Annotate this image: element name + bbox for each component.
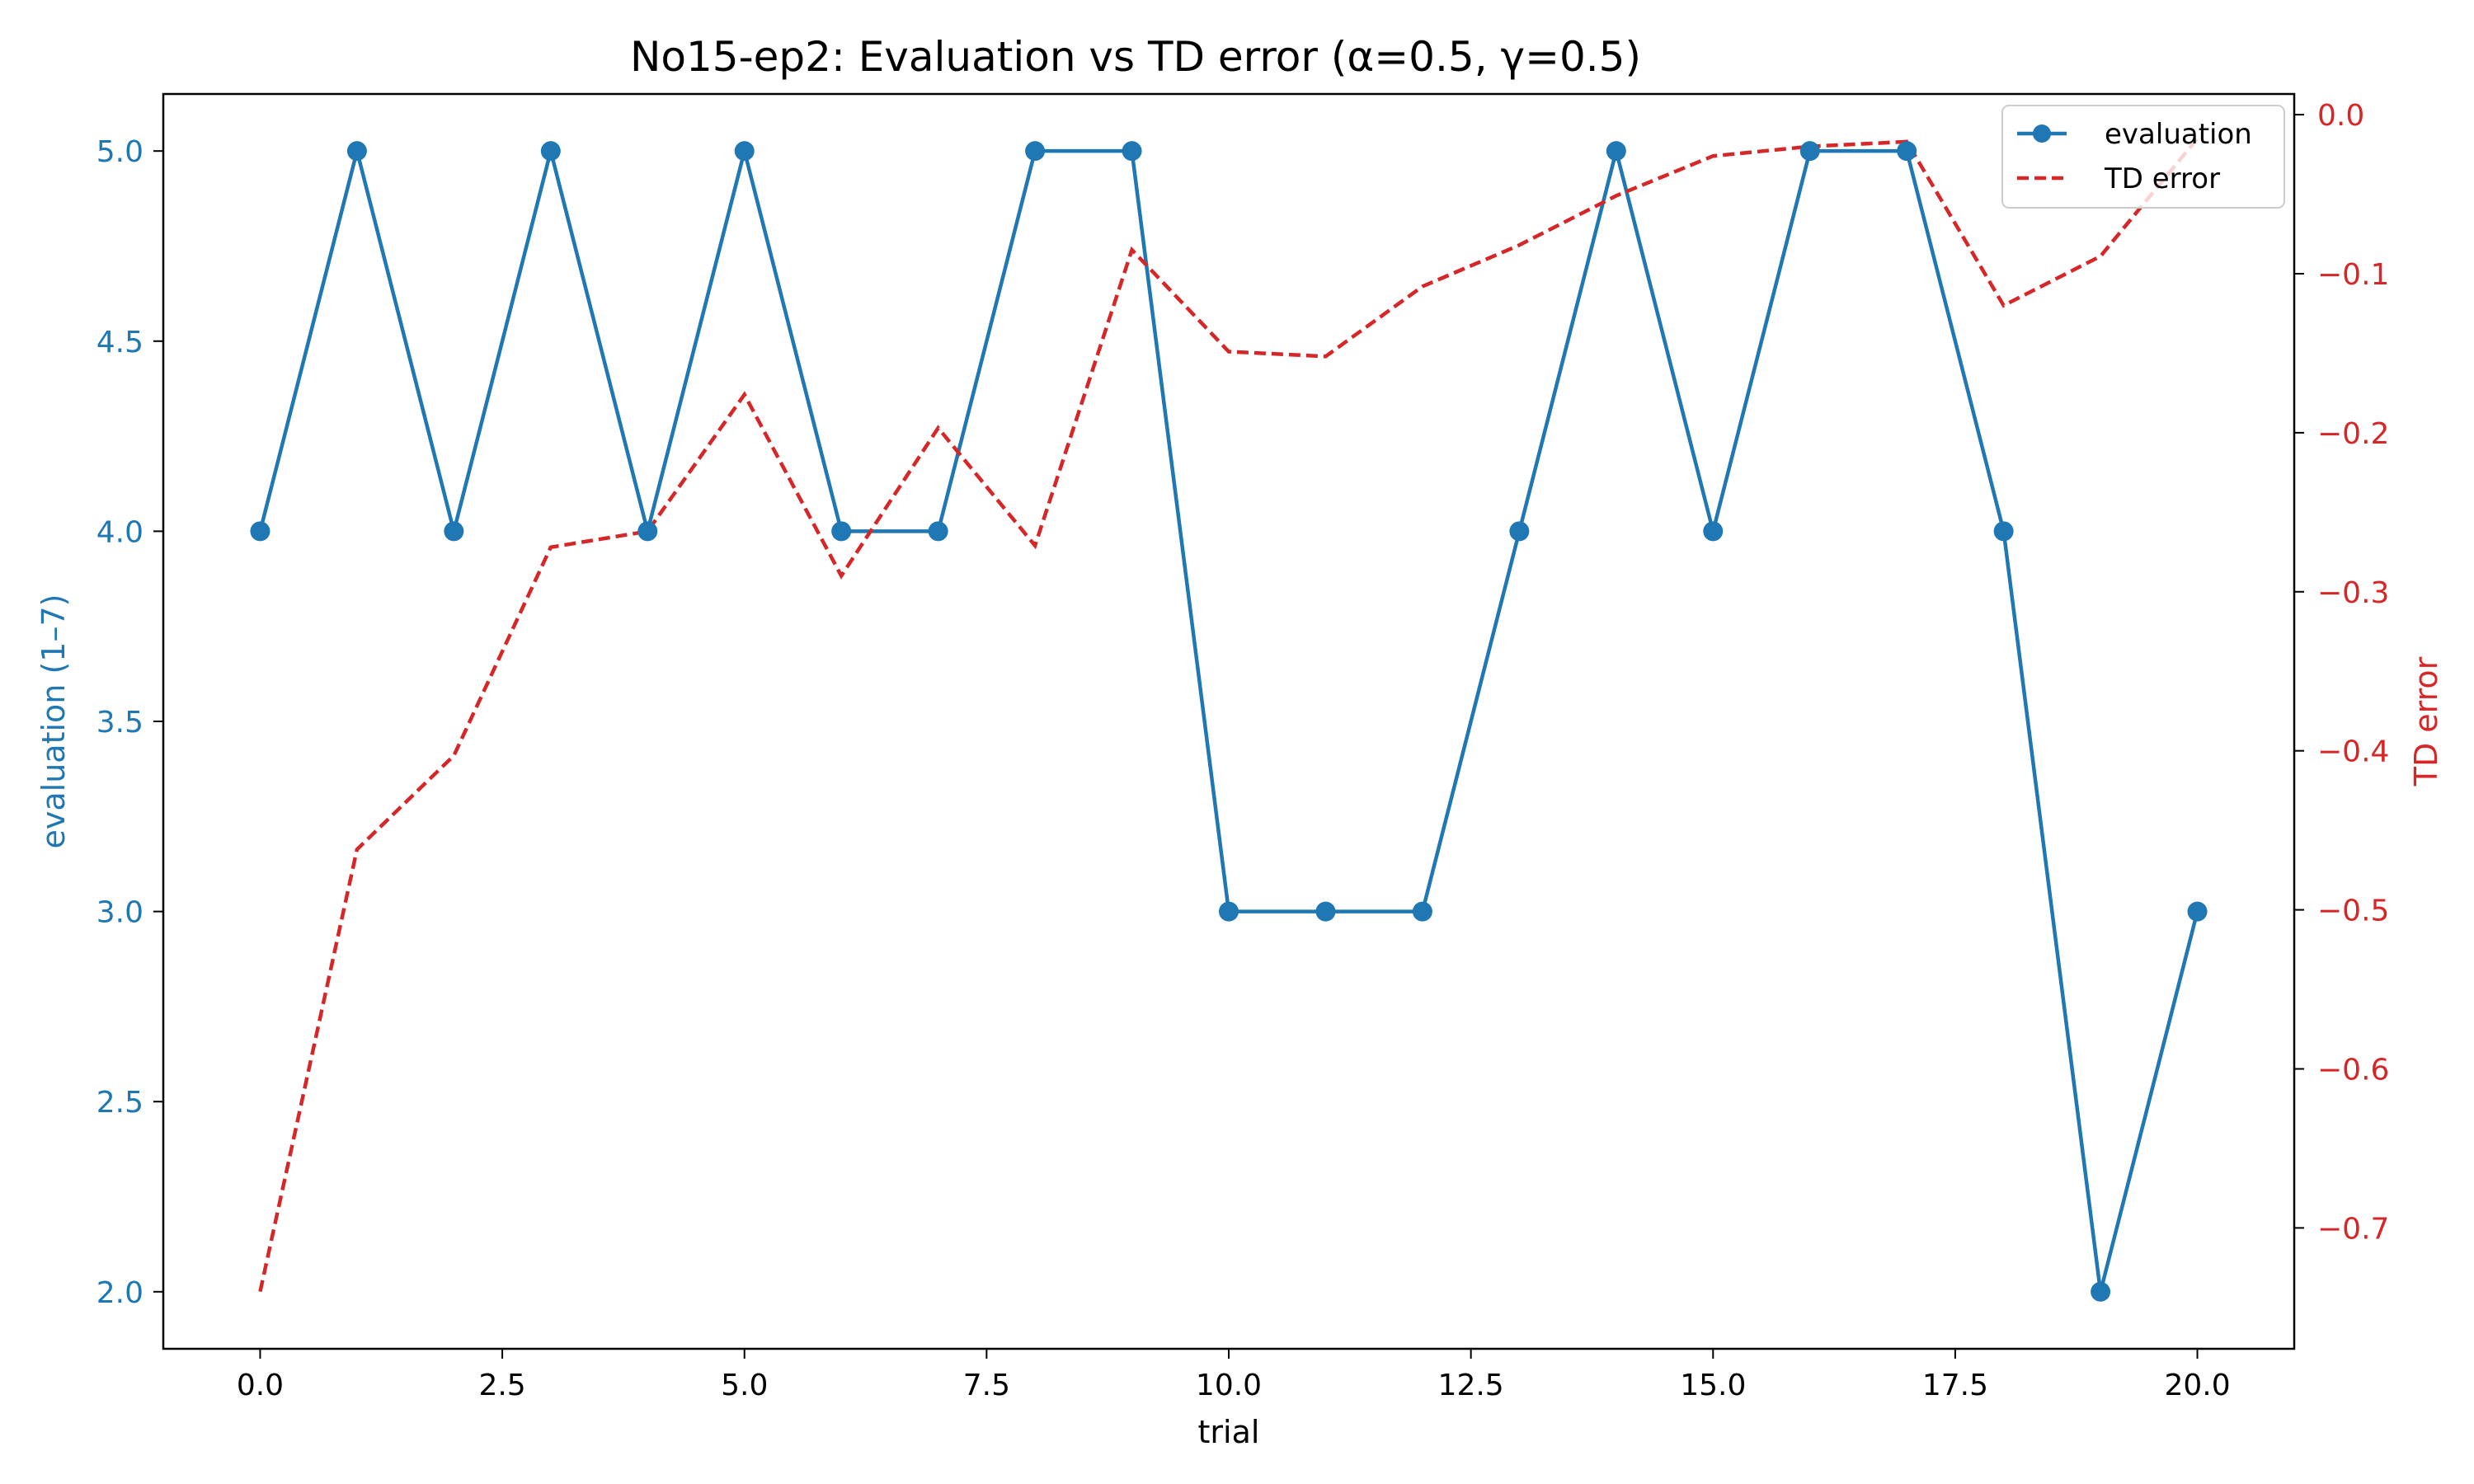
left-y-tick-label: 2.5 xyxy=(96,1086,143,1120)
left-y-tick-label: 3.0 xyxy=(96,896,143,930)
legend-marker-evaluation xyxy=(2033,124,2051,143)
evaluation-point xyxy=(1897,141,1917,162)
left-y-tick-label: 4.0 xyxy=(96,515,143,549)
evaluation-point xyxy=(444,521,464,542)
x-tick-label: 10.0 xyxy=(1196,1369,1262,1402)
right-y-tick-label: −0.4 xyxy=(2317,735,2389,769)
x-axis: 0.0 2.5 5.0 7.5 10.0 12.5 15.0 17.5 20.0 xyxy=(237,1349,2231,1402)
right-y-tick-label: −0.7 xyxy=(2317,1212,2389,1246)
evaluation-point xyxy=(1412,901,1432,922)
right-y-tick-label: −0.1 xyxy=(2317,258,2389,292)
evaluation-point xyxy=(540,141,561,162)
evaluation-point xyxy=(2091,1281,2111,1302)
evaluation-point xyxy=(1315,901,1336,922)
series-line-td-error xyxy=(258,137,2199,1293)
right-y-axis-label: TD error xyxy=(2408,656,2444,787)
evaluation-point xyxy=(1799,141,1820,162)
series-layer xyxy=(250,137,2208,1302)
evaluation-point xyxy=(1219,901,1239,922)
evaluation-point xyxy=(1606,141,1626,162)
evaluation-point xyxy=(1993,521,2014,542)
right-y-tick-label: −0.6 xyxy=(2317,1053,2389,1087)
x-tick-label: 0.0 xyxy=(237,1369,284,1402)
right-y-tick-label: −0.5 xyxy=(2317,895,2389,928)
left-y-tick-label: 2.0 xyxy=(96,1276,143,1310)
x-tick-label: 7.5 xyxy=(963,1369,1010,1402)
evaluation-point xyxy=(928,521,948,542)
left-y-axis-label: evaluation (1–7) xyxy=(35,594,72,849)
chart-title: No15-ep2: Evaluation vs TD error (α=0.5,… xyxy=(630,33,1641,81)
legend-box xyxy=(2001,105,2285,209)
evaluation-point xyxy=(734,141,755,162)
evaluation-point xyxy=(346,141,367,162)
left-y-axis: 2.0 2.5 3.0 3.5 4.0 4.5 5.0 xyxy=(96,135,163,1310)
x-tick-label: 5.0 xyxy=(721,1369,768,1402)
x-tick-label: 2.5 xyxy=(478,1369,525,1402)
evaluation-point xyxy=(1025,141,1046,162)
x-tick-label: 20.0 xyxy=(2164,1369,2230,1402)
evaluation-point xyxy=(1509,521,1530,542)
right-y-tick-label: −0.3 xyxy=(2317,576,2389,610)
x-tick-label: 12.5 xyxy=(1438,1369,1504,1402)
evaluation-point xyxy=(637,521,658,542)
x-tick-label: 17.5 xyxy=(1922,1369,1988,1402)
left-y-tick-label: 5.0 xyxy=(96,135,143,169)
legend-label-td-error: TD error xyxy=(2104,162,2220,195)
evaluation-point xyxy=(831,521,852,542)
evaluation-point xyxy=(1122,141,1142,162)
legend-label-evaluation: evaluation xyxy=(2105,118,2252,151)
evaluation-point xyxy=(1703,521,1724,542)
right-y-tick-label: 0.0 xyxy=(2317,99,2364,133)
left-y-tick-label: 3.5 xyxy=(96,706,143,740)
evaluation-point xyxy=(2187,901,2208,922)
x-tick-label: 15.0 xyxy=(1680,1369,1746,1402)
left-y-tick-label: 4.5 xyxy=(96,326,143,359)
legend: evaluation TD error xyxy=(2001,105,2285,209)
evaluation-point xyxy=(250,521,270,542)
x-axis-label: trial xyxy=(1198,1414,1260,1450)
right-y-tick-label: −0.2 xyxy=(2317,417,2389,451)
right-y-axis: 0.0 −0.1 −0.2 −0.3 −0.4 −0.5 −0.6 −0.7 xyxy=(2294,99,2389,1246)
